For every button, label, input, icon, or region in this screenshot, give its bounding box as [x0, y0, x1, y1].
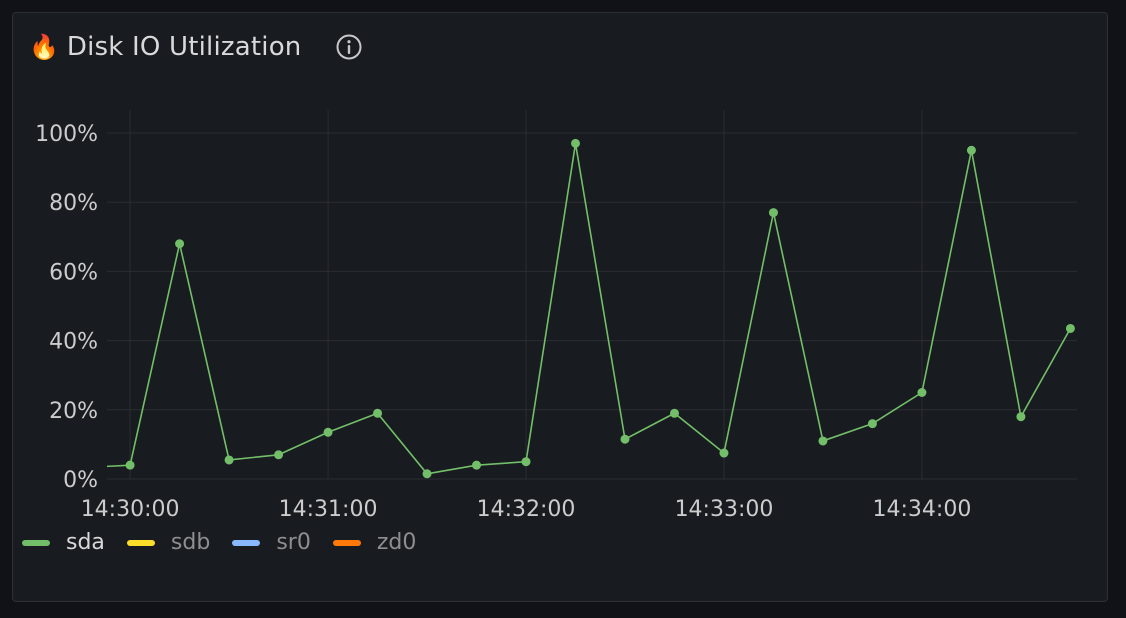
series-line-sda [107, 142, 1072, 475]
data-point-sda [669, 408, 679, 418]
data-point-sda [867, 419, 877, 429]
data-point-sda [571, 138, 581, 148]
data-point-sda [917, 388, 927, 397]
y-tick-label: 40% [49, 330, 98, 355]
data-point-sda [422, 469, 432, 479]
info-icon[interactable] [335, 33, 363, 61]
x-tick-label: 14:34:00 [873, 497, 972, 522]
legend-item-sdb[interactable]: sdb [126, 530, 211, 555]
legend-label: sr0 [276, 530, 311, 555]
legend-label: zd0 [376, 530, 417, 555]
legend-label: sda [66, 530, 105, 555]
legend-swatch [126, 539, 155, 546]
legend-item-sda[interactable]: sda [22, 530, 105, 555]
data-point-sda [323, 427, 333, 437]
legend-item-zd0[interactable]: zd0 [332, 530, 417, 555]
data-point-sda [1065, 323, 1075, 333]
y-tick-label: 0% [63, 468, 98, 493]
y-tick-label: 20% [49, 399, 98, 424]
legend-label: sdb [170, 530, 211, 555]
x-tick-label: 14:31:00 [279, 497, 378, 522]
legend-swatch [332, 539, 361, 546]
data-point-sda [373, 408, 383, 418]
data-point-sda [175, 239, 185, 249]
y-tick-label: 80% [49, 191, 98, 216]
x-tick-label: 14:32:00 [477, 497, 576, 522]
legend-swatch [232, 539, 261, 546]
data-point-sda [125, 460, 135, 470]
data-point-sda [224, 455, 234, 465]
panel-title[interactable]: Disk IO Utilization [66, 32, 302, 62]
data-point-sda [620, 434, 630, 444]
y-tick-label: 60% [49, 260, 98, 285]
data-point-sda [818, 436, 828, 446]
data-point-sda [472, 460, 482, 470]
panel-header: 🔥 Disk IO Utilization [29, 27, 363, 67]
legend-swatch [22, 539, 50, 546]
data-point-sda [521, 457, 531, 467]
legend-item-sr0[interactable]: sr0 [232, 530, 311, 555]
y-tick-label: 100% [35, 122, 98, 147]
legend: sda sdb sr0 zd0 [22, 530, 416, 555]
data-point-sda [274, 450, 284, 460]
x-tick-label: 14:30:00 [81, 497, 180, 522]
data-point-sda [768, 208, 778, 218]
data-point-sda [1016, 412, 1026, 422]
fire-icon: 🔥 [29, 33, 59, 61]
data-point-sda [719, 448, 729, 458]
x-tick-label: 14:33:00 [675, 497, 774, 522]
data-point-sda [966, 145, 976, 155]
